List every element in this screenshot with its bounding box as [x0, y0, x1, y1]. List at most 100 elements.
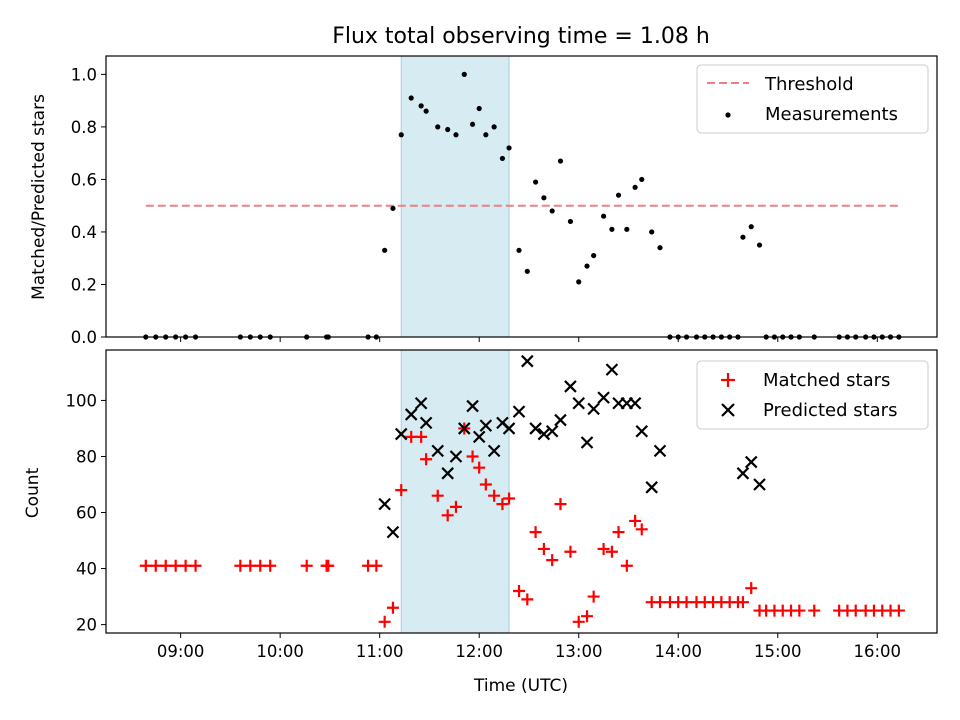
- data-point: [793, 604, 806, 617]
- top-y-axis-label: Matched/Predicted stars: [29, 94, 49, 300]
- legend-matched-label: Matched stars: [763, 370, 890, 391]
- data-point: [472, 430, 486, 444]
- data-point: [499, 155, 506, 162]
- data-point: [748, 224, 754, 230]
- data-point: [449, 450, 463, 463]
- top-legend: Threshold Measurements: [696, 64, 929, 134]
- data-point: [605, 363, 619, 376]
- data-point: [378, 615, 391, 628]
- top-legend-box: [696, 64, 929, 134]
- x-tick-label: 15:00: [754, 642, 802, 661]
- data-point: [649, 229, 655, 235]
- data-point: [635, 523, 648, 536]
- x-tick-label: 10:00: [256, 642, 304, 661]
- top-y-tick-label: 0.2: [71, 275, 97, 294]
- x-tick-label: 14:00: [654, 642, 702, 661]
- data-point: [564, 545, 577, 558]
- data-point: [745, 582, 758, 595]
- data-point: [545, 424, 559, 438]
- data-point: [657, 245, 663, 251]
- chart-title: Flux total observing time = 1.08 h: [332, 24, 710, 49]
- data-point: [808, 604, 821, 617]
- data-point: [466, 450, 479, 463]
- data-point: [753, 478, 766, 491]
- bottom-legend-box: [696, 360, 929, 430]
- data-point: [740, 234, 746, 240]
- data-point: [445, 126, 451, 133]
- data-point: [620, 559, 633, 572]
- bottom-y-axis-label: Count: [23, 467, 43, 518]
- bottom-y-tick-label: 60: [76, 504, 97, 523]
- data-point: [483, 132, 489, 138]
- legend-measurements-swatch: [725, 112, 731, 118]
- data-point: [431, 444, 445, 458]
- data-point: [645, 481, 658, 494]
- data-point: [441, 467, 454, 480]
- legend-threshold-label: Threshold: [764, 74, 854, 95]
- data-point: [591, 252, 597, 259]
- bottom-highlight-span: [400, 349, 510, 634]
- data-point: [632, 184, 638, 190]
- data-point: [576, 279, 582, 285]
- data-point: [736, 596, 749, 609]
- bottom-y-tick-label: 40: [76, 560, 97, 579]
- data-point: [557, 158, 564, 164]
- data-point: [441, 509, 454, 522]
- data-point: [189, 559, 202, 572]
- data-point: [587, 402, 600, 416]
- data-point: [404, 408, 418, 421]
- data-point: [479, 419, 493, 432]
- data-point: [382, 247, 388, 253]
- top-y-tick-label: 0.8: [71, 118, 97, 137]
- legend-matched-swatch: [721, 373, 735, 387]
- data-point: [395, 484, 408, 497]
- data-point: [370, 559, 383, 572]
- data-point: [516, 247, 522, 253]
- data-point: [529, 422, 542, 435]
- top-y-tick-label: 0.0: [71, 328, 97, 347]
- data-point: [892, 604, 905, 617]
- data-point: [564, 380, 577, 393]
- legend-predicted-label: Predicted stars: [763, 400, 897, 421]
- data-point: [615, 192, 622, 198]
- data-point: [653, 444, 667, 458]
- data-point: [322, 559, 335, 572]
- legend-predicted-swatch: [721, 403, 735, 417]
- data-point: [546, 554, 559, 567]
- data-point: [635, 424, 649, 438]
- data-point: [584, 263, 590, 269]
- top-highlight-span: [400, 55, 510, 338]
- data-point: [419, 416, 433, 430]
- data-point: [386, 601, 399, 614]
- x-tick-label: 12:00: [455, 642, 503, 661]
- data-point: [587, 590, 600, 603]
- data-point: [597, 391, 610, 404]
- data-point: [513, 584, 526, 597]
- data-point: [466, 399, 479, 413]
- data-point: [521, 593, 534, 606]
- bottom-y-tick-label: 100: [66, 391, 98, 410]
- data-point: [629, 514, 642, 527]
- bottom-y-tick-label: 80: [76, 447, 97, 466]
- data-point: [529, 526, 542, 539]
- data-point: [554, 413, 567, 427]
- data-point: [398, 132, 404, 138]
- data-point: [264, 559, 277, 572]
- top-y-tick-label: 0.6: [71, 170, 97, 189]
- top-y-tick-label: 0.4: [71, 223, 97, 242]
- data-point: [386, 525, 400, 539]
- data-point: [639, 176, 645, 183]
- legend-measurements-label: Measurements: [765, 104, 898, 125]
- bottom-axes-frame: [105, 349, 938, 634]
- bottom-legend: Matched stars Predicted stars: [696, 360, 929, 430]
- data-point: [567, 218, 574, 225]
- data-point: [506, 145, 512, 151]
- data-point: [394, 427, 408, 441]
- data-point: [572, 615, 585, 628]
- data-point: [521, 354, 534, 368]
- data-point: [453, 132, 459, 138]
- data-point: [414, 396, 428, 410]
- data-point: [554, 498, 567, 511]
- data-point: [502, 422, 516, 435]
- top-panel: 0.0 0.2 0.4 0.6 0.8 1.0 Matched/Predicted sta…: [29, 55, 938, 347]
